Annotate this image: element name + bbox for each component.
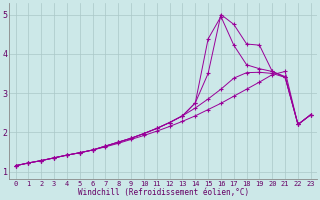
X-axis label: Windchill (Refroidissement éolien,°C): Windchill (Refroidissement éolien,°C) <box>78 188 249 197</box>
